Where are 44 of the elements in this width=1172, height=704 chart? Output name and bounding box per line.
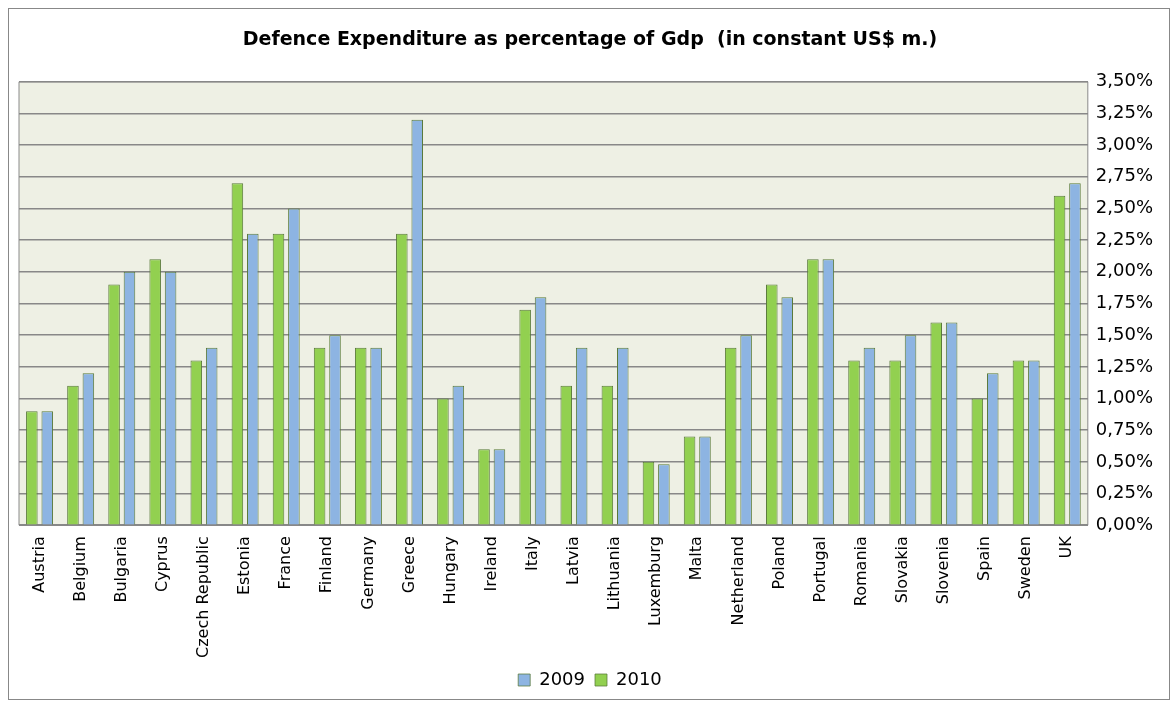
x-tick-label: Czech Republic — [193, 536, 213, 659]
legend-label: 2010 — [616, 667, 662, 689]
y-tick-label: 2,00% — [1095, 259, 1154, 281]
x-tick-label: Italy — [522, 536, 542, 571]
chart-title: Defence Expenditure as percentage of Gdp (in constant US$ m.) — [242, 27, 938, 50]
x-tick-label: Netherland — [727, 536, 747, 626]
x-tick-label: Belgium — [69, 536, 89, 602]
x-tick-label: France — [275, 536, 295, 590]
y-tick-label: 1,75% — [1095, 291, 1154, 313]
x-tick-label: UK — [1056, 535, 1076, 559]
x-tick-label: Greece — [398, 536, 418, 594]
y-tick-label: 0,50% — [1095, 449, 1154, 471]
y-tick-label: 3,50% — [1095, 69, 1154, 91]
y-tick-label: 1,25% — [1095, 354, 1154, 376]
x-tick-label: Austria — [28, 536, 48, 593]
y-tick-label: 1,50% — [1095, 322, 1154, 344]
x-tick-label: Lithuania — [604, 536, 624, 611]
y-tick-label: 0,75% — [1095, 417, 1154, 439]
x-tick-label: Poland — [768, 536, 788, 590]
x-tick-label: Finland — [316, 536, 336, 594]
x-tick-label: Sweden — [1015, 536, 1035, 600]
y-tick-label: 2,25% — [1095, 227, 1154, 249]
x-tick-label: Romania — [850, 536, 870, 607]
x-tick-label: Luxemburg — [645, 536, 665, 627]
x-tick-label: Cyprus — [152, 536, 172, 593]
y-tick-label: 0,25% — [1095, 481, 1154, 503]
x-tick-label: Germany — [357, 536, 377, 610]
y-tick-label: 0,00% — [1095, 512, 1154, 534]
x-tick-label: Slovenia — [933, 536, 953, 605]
x-tick-label: Ireland — [480, 536, 500, 592]
x-tick-label: Spain — [974, 536, 994, 581]
y-tick-label: 2,75% — [1095, 164, 1154, 186]
x-tick-label: Latvia — [563, 536, 583, 585]
y-tick-label: 3,25% — [1095, 101, 1154, 123]
y-tick-label: 2,50% — [1095, 196, 1154, 218]
x-tick-label: Bulgaria — [110, 536, 130, 603]
x-tick-label: Malta — [686, 536, 706, 581]
y-tick-label: 1,00% — [1095, 386, 1154, 408]
y-tick-label: 3,00% — [1095, 132, 1154, 154]
x-tick-label: Estonia — [234, 536, 254, 596]
x-tick-label: Portugal — [809, 536, 829, 603]
legend-label: 2009 — [539, 667, 585, 689]
x-tick-label: Slovakia — [891, 536, 911, 604]
x-tick-label: Hungary — [439, 536, 459, 605]
